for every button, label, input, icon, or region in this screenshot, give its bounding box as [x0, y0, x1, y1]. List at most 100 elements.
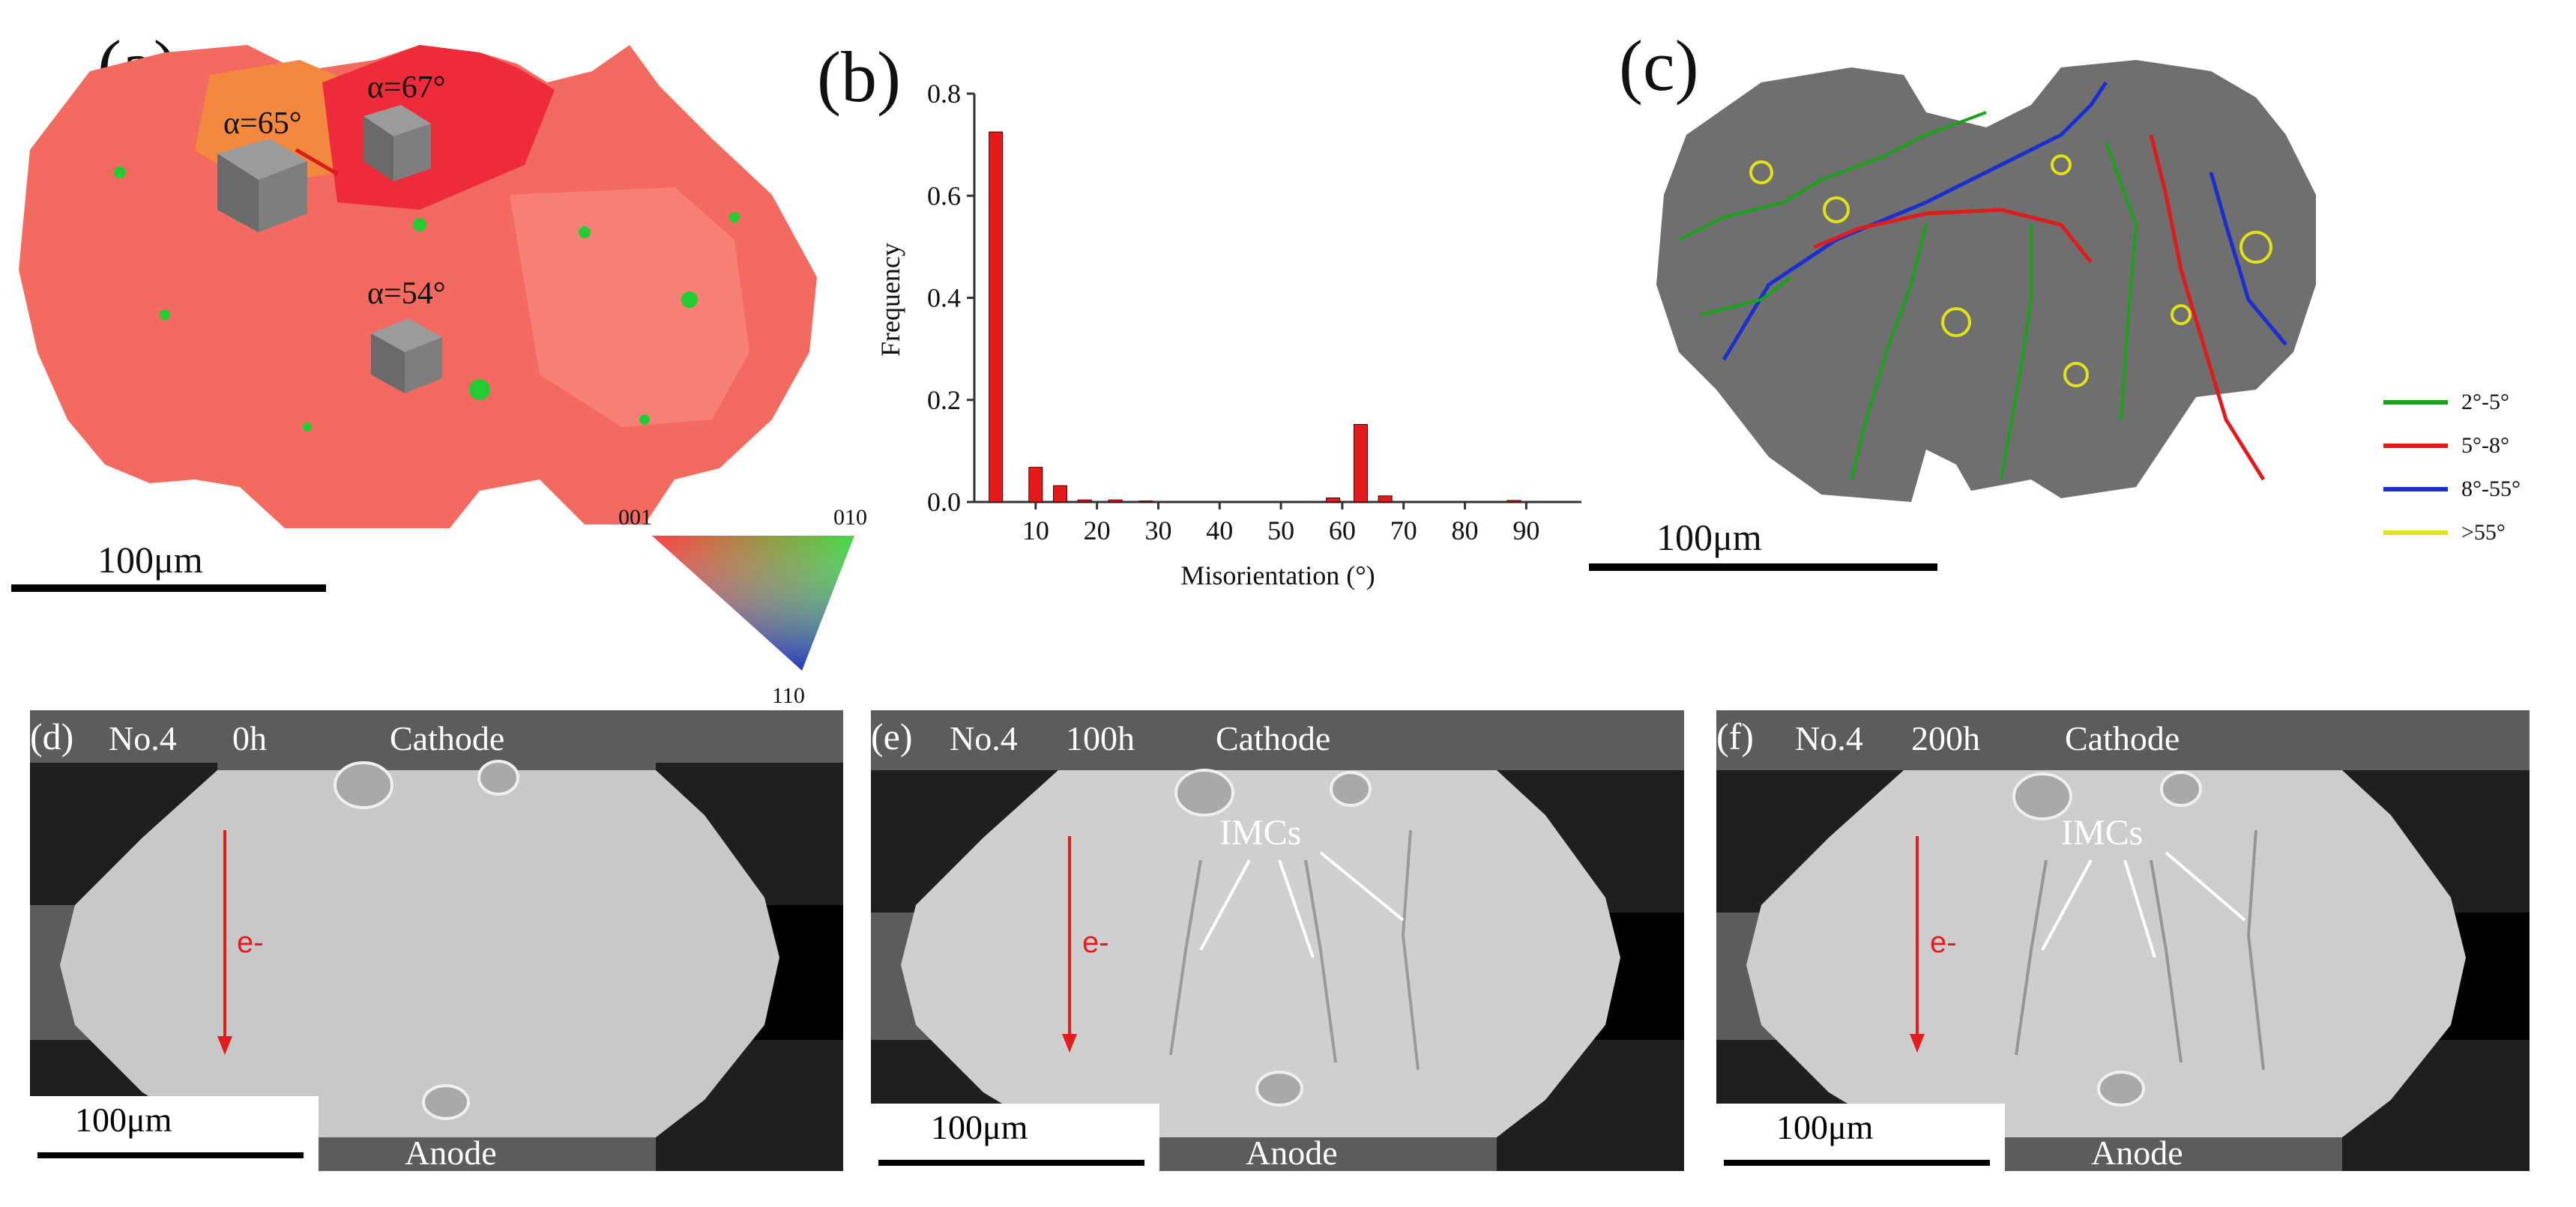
y-tick-label: 0.8	[927, 79, 961, 109]
void	[2097, 1071, 2145, 1107]
imc-boundary	[2150, 859, 2183, 1063]
imc-arrow	[2041, 859, 2093, 951]
panel-d-sem-image: (d) No.4 0h Cathode Anode e- 100μm	[30, 710, 843, 1171]
panel-e-electron: e-	[1082, 926, 1109, 959]
imc-arrow	[1199, 859, 1251, 951]
panel-f-label: (f)	[1716, 716, 1754, 757]
boundary-blue	[1722, 81, 2108, 361]
ipf-green-speck	[303, 423, 312, 432]
solder-joint	[1746, 770, 2466, 1137]
boundary-yellow-cluster	[2171, 304, 2192, 325]
legend-swatch-blue	[2383, 487, 2448, 491]
x-tick-label: 20	[1084, 515, 1111, 545]
panel-f-imc-label: IMCs	[2061, 813, 2144, 853]
imc-boundary	[1401, 829, 1420, 1071]
panel-c-scale-text: 100μm	[1656, 516, 1762, 558]
scale-bar	[37, 1152, 304, 1158]
x-axis-title: Misorientation (°)	[1180, 560, 1375, 590]
panel-d-label: (d)	[30, 716, 74, 757]
panel-c-legend: 2°-5° 5°-8° 8°-55° >55°	[2383, 381, 2521, 554]
legend-label: >55°	[2461, 520, 2506, 545]
ipf-green-speck	[579, 226, 591, 238]
ipf-triangle-overlay	[652, 536, 854, 671]
legend-label: 8°-55°	[2461, 477, 2521, 501]
current-arrow-head	[1062, 1034, 1077, 1053]
histogram-bar	[1326, 497, 1341, 503]
panel-c-boundary-map	[1656, 60, 2316, 502]
imc-arrow	[1278, 859, 1315, 958]
histogram-bar	[1138, 500, 1153, 503]
histogram-bar	[989, 131, 1004, 503]
panel-d-time: 0h	[232, 719, 267, 757]
ipf-green-speck	[639, 414, 650, 425]
misorientation-histogram: 0.0 0.2 0.4 0.6 0.8 10 20 30 40 50 60 70 80 90 Frequ…	[875, 79, 1581, 590]
angle-arrow	[295, 148, 339, 176]
boundary-red	[1813, 208, 2093, 264]
solder-joint	[901, 770, 1620, 1137]
void	[1255, 1071, 1303, 1107]
legend-item-2-5: 2°-5°	[2383, 381, 2521, 424]
panel-f-cathode: Cathode	[2065, 719, 2180, 757]
x-tick-label: 90	[1512, 515, 1539, 545]
void	[422, 1084, 470, 1120]
legend-label: 2°-5°	[2461, 390, 2509, 414]
angle-label-65: α=65°	[223, 106, 302, 141]
boundary-green	[1678, 111, 1987, 241]
imc-arrow	[2165, 851, 2246, 922]
boundary-yellow-cluster	[1749, 160, 1773, 184]
x-tick-label: 40	[1206, 515, 1233, 545]
panel-f-electron: e-	[1930, 926, 1957, 959]
grain-boundary-image	[1656, 60, 2316, 502]
angle-label-67: α=67°	[367, 70, 446, 105]
panel-f-sample: No.4	[1795, 719, 1863, 757]
legend-swatch-green	[2383, 400, 2448, 405]
x-tick-label: 80	[1452, 515, 1479, 545]
scale-bar-background	[30, 1096, 319, 1171]
histogram-bar	[1353, 423, 1368, 503]
scale-bar	[878, 1160, 1144, 1166]
ipf-key-010: 010	[833, 505, 867, 530]
y-axis-title: Frequency	[875, 243, 905, 357]
current-arrow-head	[217, 1036, 232, 1055]
ipf-green-speck	[413, 218, 426, 232]
panel-e-scale-text: 100μm	[931, 1108, 1028, 1146]
panel-d-electron: e-	[237, 926, 264, 959]
panel-a-scale-text: 100μm	[97, 539, 203, 581]
panel-e-sem-image: (e) No.4 100h Cathode Anode IMCs e- 100μ…	[871, 710, 1684, 1171]
panel-e-anode: Anode	[1246, 1134, 1338, 1171]
solder-joint	[60, 770, 779, 1137]
panel-d-cathode: Cathode	[390, 719, 505, 757]
y-tick-label: 0.4	[927, 283, 961, 313]
x-tick-label: 50	[1267, 515, 1294, 545]
panel-f-time: 200h	[1911, 719, 1980, 757]
y-tick-label: 0.0	[927, 487, 961, 517]
panel-f-sem-image: (f) No.4 200h Cathode Anode IMCs e- 100μ…	[1716, 710, 2530, 1171]
panel-d-sem-drawing	[30, 760, 843, 1171]
legend-swatch-yellow	[2383, 530, 2448, 535]
x-tick-label: 60	[1329, 515, 1356, 545]
panel-f-scale-text: 100μm	[1776, 1108, 1874, 1146]
orientation-cube-3	[371, 318, 442, 393]
boundary-green	[2000, 225, 2033, 480]
x-tick-label: 10	[1022, 515, 1049, 545]
void	[2160, 771, 2202, 807]
legend-item-8-55: 8°-55°	[2383, 468, 2521, 511]
ipf-key-001: 001	[618, 505, 652, 530]
ipf-green-speck	[729, 212, 740, 223]
histogram-bar	[1077, 499, 1092, 503]
histogram-bar	[1028, 467, 1043, 503]
boundary-red	[2149, 134, 2266, 481]
panel-f-sem-drawing	[1716, 770, 2530, 1171]
boundary-yellow-cluster	[2239, 231, 2272, 264]
ipf-green-speck	[469, 379, 490, 400]
y-tick-label: 0.2	[927, 385, 961, 415]
panel-e-sem-drawing	[871, 769, 1684, 1171]
void	[1330, 771, 1372, 807]
y-tick-label: 0.6	[927, 181, 961, 211]
orientation-cube-2	[364, 105, 431, 181]
imc-boundary	[1169, 859, 1202, 1056]
legend-item-gt55: >55°	[2383, 511, 2521, 554]
imc-boundary	[2015, 859, 2048, 1056]
x-tick-label: 70	[1390, 515, 1417, 545]
histogram-bar	[1378, 495, 1393, 503]
